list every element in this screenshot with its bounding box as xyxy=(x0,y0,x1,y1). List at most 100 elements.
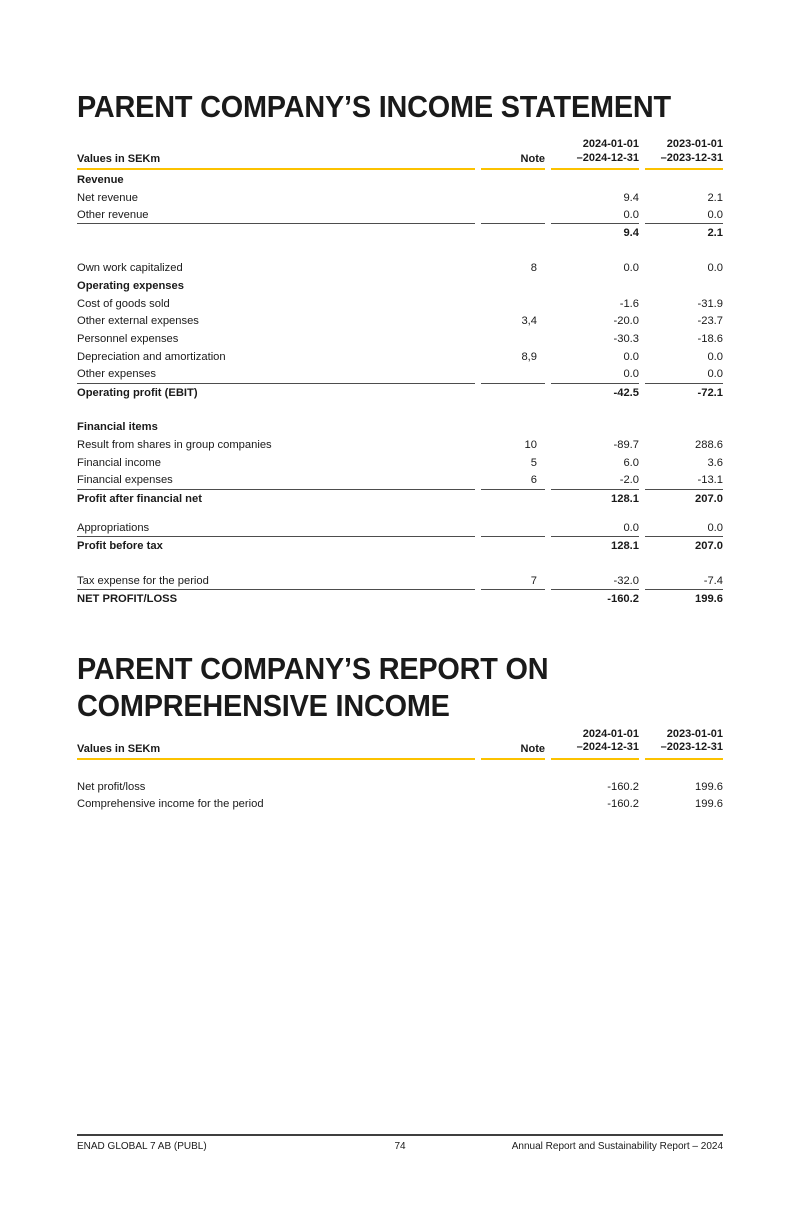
row-value-2024: -1.6 xyxy=(619,297,639,310)
table-row-tax-expense: Tax expense for the period 7 -32.0 -7.4 xyxy=(77,572,723,590)
table-body: Revenue Net revenue 9.4 2.1 Other revenu… xyxy=(77,171,723,608)
footer-report-title: Annual Report and Sustainability Report … xyxy=(511,1141,723,1152)
page-footer: ENAD GLOBAL 7 AB (PUBL) 74 Annual Report… xyxy=(77,1134,723,1152)
row-value-2024: -30.3 xyxy=(613,333,640,346)
row-spacer xyxy=(77,402,723,419)
row-label: Profit before tax xyxy=(77,540,163,553)
row-label: Operating expenses xyxy=(77,279,184,292)
row-value-2023: 0.0 xyxy=(645,366,723,384)
table-row-section-operating-expenses: Operating expenses xyxy=(77,277,723,295)
row-value-2023: 207.0 xyxy=(695,540,723,553)
row-label: Revenue xyxy=(77,173,124,186)
table-row-other-expenses: Other expenses 0.0 0.0 xyxy=(77,366,723,384)
table-row-revenue-subtotal: 9.4 2.1 xyxy=(77,224,723,242)
row-value-2024: 0.0 xyxy=(623,351,639,364)
row-label: Net revenue xyxy=(77,191,138,204)
row-value-2023: 199.6 xyxy=(695,798,723,811)
table-row-section-financial-items: Financial items xyxy=(77,419,723,437)
column-header-values-in-sekm: Values in SEKm xyxy=(77,153,475,170)
income-statement-title: PARENT COMPANY’S INCOME STATEMENT xyxy=(77,89,671,124)
table-row-section-revenue: Revenue xyxy=(77,171,723,189)
row-note: 7 xyxy=(481,572,545,590)
row-label: Financial expenses xyxy=(77,472,475,490)
table-row-net-profit-loss: NET PROFIT/LOSS -160.2 199.6 xyxy=(77,590,723,608)
column-header-note: Note xyxy=(481,743,545,760)
row-value-2024: -89.7 xyxy=(613,439,640,452)
row-value-2023: 0.0 xyxy=(645,520,723,538)
table-body: Net profit/loss -160.2 199.6 Comprehensi… xyxy=(77,761,723,814)
table-row-financial-income: Financial income 5 6.0 3.6 xyxy=(77,454,723,472)
table-row-own-work-capitalized: Own work capitalized 8 0.0 0.0 xyxy=(77,259,723,277)
income-statement-table: Values in SEKm Note 2024-01-01 –2024-12-3… xyxy=(77,138,723,608)
table-row-operating-profit-ebit: Operating profit (EBIT) -42.5 -72.1 xyxy=(77,384,723,402)
column-header-period-2023: 2023-01-01 –2023-12-31 xyxy=(645,138,723,170)
row-note: 3,4 xyxy=(521,315,537,328)
row-value-2024: -2.0 xyxy=(551,472,639,490)
table-row-financial-expenses: Financial expenses 6 -2.0 -13.1 xyxy=(77,472,723,490)
row-value-2023: -23.7 xyxy=(697,315,724,328)
row-value-2023: 207.0 xyxy=(695,492,723,505)
row-value-2024: 0.0 xyxy=(551,207,639,225)
table-row-other-revenue: Other revenue 0.0 0.0 xyxy=(77,207,723,225)
table-row-net-profit-loss: Net profit/loss -160.2 199.6 xyxy=(77,778,723,796)
row-value-2024: 0.0 xyxy=(623,262,639,275)
column-header-period-2024: 2024-01-01 –2024-12-31 xyxy=(551,138,639,170)
table-row-profit-before-tax: Profit before tax 128.1 207.0 xyxy=(77,537,723,555)
row-value-2024: 128.1 xyxy=(611,540,639,553)
row-value-2023: 0.0 xyxy=(707,262,723,275)
table-row-profit-after-financial-net: Profit after financial net 128.1 207.0 xyxy=(77,490,723,508)
row-value-2024: -32.0 xyxy=(551,572,639,590)
column-header-period-2024: 2024-01-01 –2024-12-31 xyxy=(551,728,639,760)
row-value-2024: 0.0 xyxy=(551,520,639,538)
row-note: 8,9 xyxy=(521,351,537,364)
row-value-2023: 199.6 xyxy=(695,592,723,605)
row-note: 5 xyxy=(530,457,537,470)
row-label: Personnel expenses xyxy=(77,333,179,346)
row-value-2023: -18.6 xyxy=(697,333,724,346)
row-label: Own work capitalized xyxy=(77,262,183,275)
row-value-2024: 9.4 xyxy=(623,227,639,240)
row-value-2023: 0.0 xyxy=(707,351,723,364)
column-header-period-2023: 2023-01-01 –2023-12-31 xyxy=(645,728,723,760)
row-value-2023: 199.6 xyxy=(695,780,723,793)
table-header: Values in SEKm Note 2024-01-01 –2024-12-3… xyxy=(77,728,723,760)
row-label: Result from shares in group companies xyxy=(77,439,272,452)
table-row-appropriations: Appropriations 0.0 0.0 xyxy=(77,520,723,538)
row-value-2023: -72.1 xyxy=(697,386,724,399)
table-row-other-external-expenses: Other external expenses 3,4 -20.0 -23.7 xyxy=(77,313,723,331)
row-label: Appropriations xyxy=(77,520,475,538)
document-page: PARENT COMPANY’S INCOME STATEMENT Values… xyxy=(0,88,800,1219)
comprehensive-income-title: PARENT COMPANY’S REPORT ON COMPREHENSIVE… xyxy=(77,650,549,723)
row-value-2023: 2.1 xyxy=(707,191,723,204)
row-label xyxy=(77,224,475,242)
row-spacer xyxy=(77,761,723,778)
comprehensive-income-table: Values in SEKm Note 2024-01-01 –2024-12-3… xyxy=(77,728,723,814)
row-value-2023: 2.1 xyxy=(707,227,723,240)
row-value-2024: 128.1 xyxy=(611,492,639,505)
row-label: Other external expenses xyxy=(77,315,199,328)
row-label: Depreciation and amortization xyxy=(77,351,226,364)
row-value-2024: -20.0 xyxy=(613,315,640,328)
row-value-2023: -7.4 xyxy=(645,572,723,590)
row-value-2023: -31.9 xyxy=(697,297,724,310)
row-value-2024: -160.2 xyxy=(607,780,639,793)
column-header-note: Note xyxy=(481,153,545,170)
table-row-cost-of-goods-sold: Cost of goods sold -1.6 -31.9 xyxy=(77,295,723,313)
row-label: Operating profit (EBIT) xyxy=(77,386,198,399)
row-label: Cost of goods sold xyxy=(77,297,170,310)
table-row-comprehensive-income: Comprehensive income for the period -160… xyxy=(77,796,723,814)
row-label: Net profit/loss xyxy=(77,780,146,793)
row-value-2024: 9.4 xyxy=(623,191,639,204)
row-label: Financial income xyxy=(77,457,161,470)
table-row-personnel-expenses: Personnel expenses -30.3 -18.6 xyxy=(77,330,723,348)
row-value-2023: 288.6 xyxy=(695,439,723,452)
row-label: Financial items xyxy=(77,421,158,434)
footer-company: ENAD GLOBAL 7 AB (PUBL) xyxy=(77,1141,207,1152)
row-note: 8 xyxy=(530,262,537,275)
table-row-result-from-shares: Result from shares in group companies 10… xyxy=(77,436,723,454)
table-row-depreciation-amortization: Depreciation and amortization 8,9 0.0 0.… xyxy=(77,348,723,366)
row-value-2023: 3.6 xyxy=(707,457,723,470)
row-label: Tax expense for the period xyxy=(77,572,475,590)
footer-page-number: 74 xyxy=(394,1141,406,1152)
row-label: Other revenue xyxy=(77,207,475,225)
